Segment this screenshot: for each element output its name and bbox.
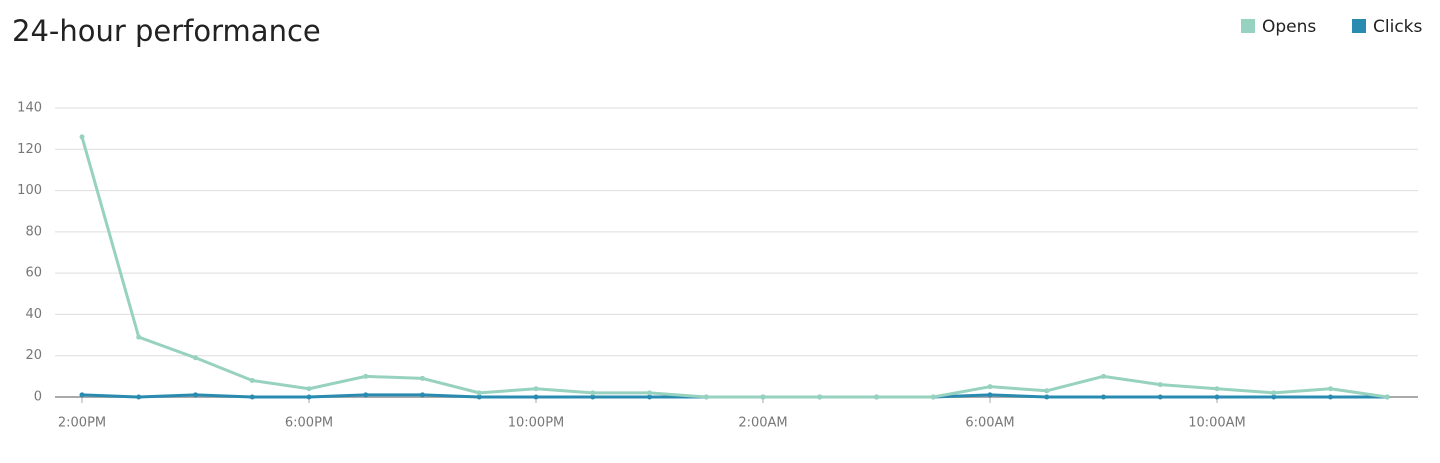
point (1101, 373, 1106, 379)
y-tick-label: 120 (17, 142, 42, 157)
legend-label: Clicks (1373, 17, 1423, 37)
point (476, 390, 482, 396)
point (79, 392, 85, 398)
point (590, 394, 596, 400)
legend-swatch (1241, 19, 1255, 33)
point (760, 394, 766, 400)
point (306, 386, 312, 392)
x-tick-label: 2:00AM (738, 416, 787, 431)
point (476, 394, 482, 400)
y-tick-label: 60 (25, 266, 42, 281)
point (1328, 394, 1333, 400)
point (817, 394, 823, 400)
y-tick-label: 140 (17, 101, 42, 116)
point (363, 373, 369, 379)
point (1044, 388, 1050, 394)
point (306, 394, 312, 400)
point (533, 394, 539, 400)
point (1044, 394, 1050, 400)
point (249, 394, 255, 400)
point (1214, 394, 1220, 400)
x-tick-label: 10:00PM (508, 416, 565, 431)
point (874, 394, 879, 400)
series-line (80, 136, 1388, 399)
y-tick-label: 0 (34, 390, 42, 405)
point (590, 390, 596, 396)
point (193, 355, 198, 361)
point (1271, 394, 1277, 400)
point (1101, 394, 1106, 400)
point (1271, 390, 1277, 396)
point (79, 134, 85, 140)
point (1214, 386, 1220, 392)
point (1157, 382, 1163, 388)
y-tick-label: 80 (25, 224, 42, 239)
point (987, 392, 993, 398)
x-tick-label: 10:00AM (1188, 416, 1246, 431)
legend-swatch (1352, 19, 1366, 33)
point (930, 394, 936, 400)
point (647, 390, 652, 396)
point (1157, 394, 1163, 400)
y-tick-label: 100 (17, 183, 42, 198)
x-tick-label: 2:00PM (58, 416, 106, 431)
y-tick-label: 20 (25, 348, 42, 363)
point (136, 394, 142, 400)
point (703, 394, 709, 400)
point (533, 386, 539, 392)
point (647, 394, 652, 400)
x-tick-label: 6:00PM (285, 416, 333, 431)
point (420, 392, 425, 398)
point (363, 392, 369, 398)
point (249, 377, 255, 383)
point (420, 375, 425, 381)
legend-label: Opens (1262, 17, 1316, 37)
point (987, 384, 993, 390)
point (1328, 386, 1333, 392)
chart-title: 24-hour performance (12, 14, 321, 48)
x-tick-label: 6:00AM (965, 416, 1014, 431)
point (193, 392, 198, 398)
point (1384, 394, 1390, 400)
y-tick-label: 40 (25, 307, 42, 322)
point (136, 334, 142, 340)
